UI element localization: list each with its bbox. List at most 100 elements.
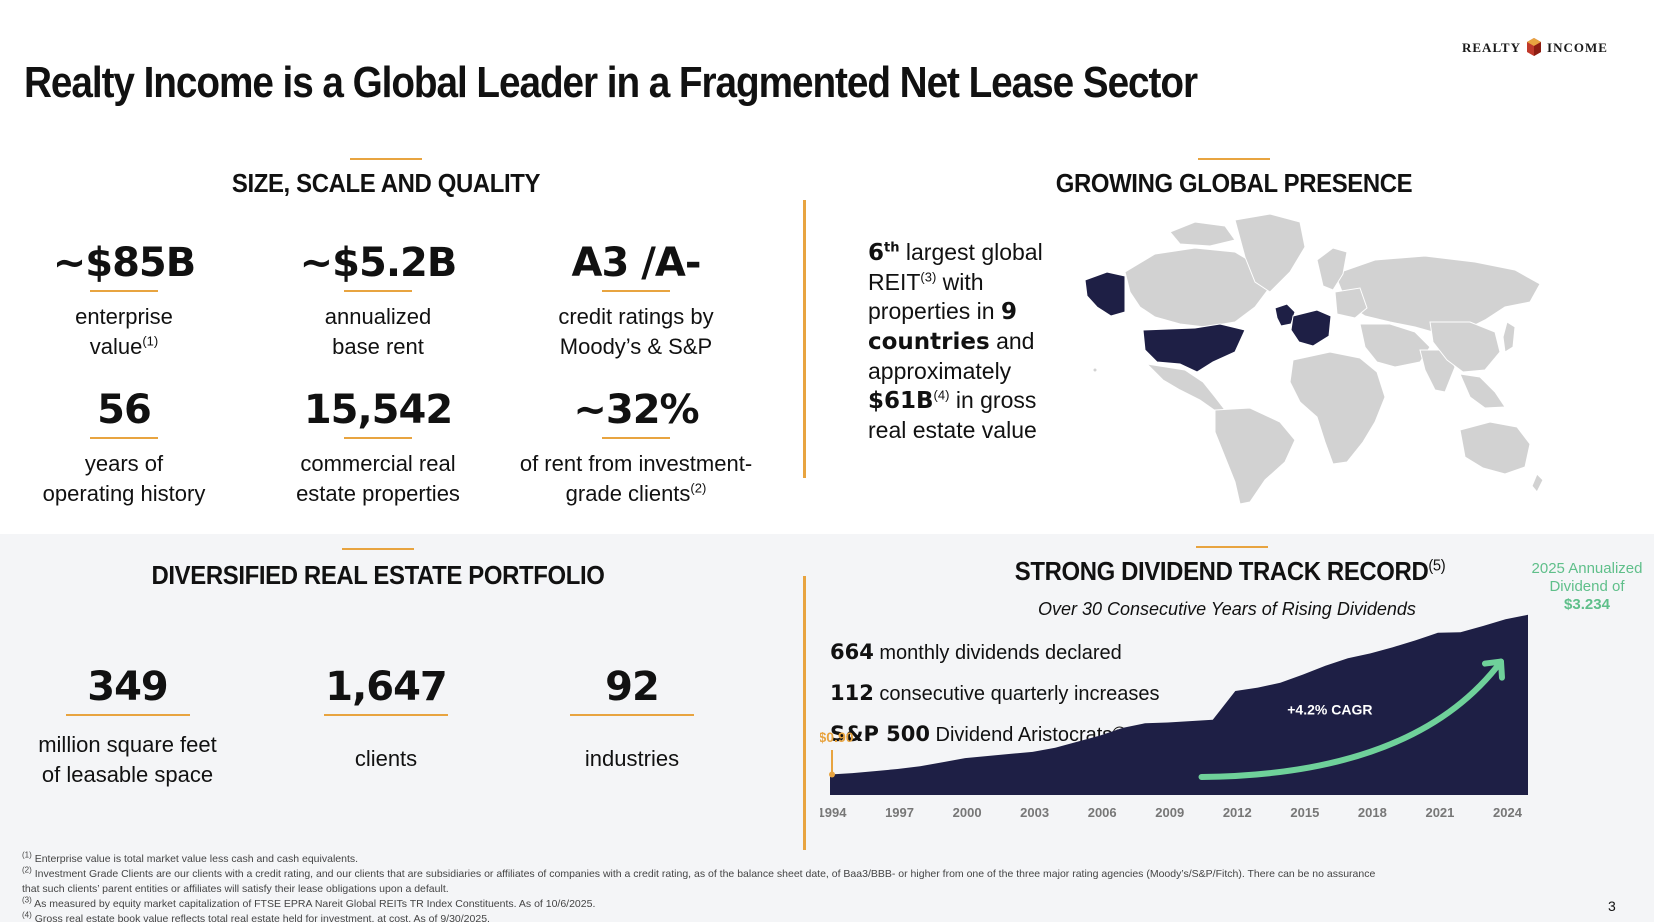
stat-rule (570, 714, 694, 716)
map-mexico (1145, 363, 1226, 413)
x-tick-label: 2006 (1088, 805, 1117, 820)
stat-credit-ratings: A3 /A- credit ratings by Moody’s & S&P (516, 240, 756, 362)
map-middle-east (1359, 323, 1431, 368)
x-tick-label: 2012 (1223, 805, 1252, 820)
stat-desc: clients (354, 746, 418, 771)
map-china (1429, 321, 1501, 373)
x-tick-label: 2024 (1493, 805, 1523, 820)
x-tick-label: 2003 (1020, 805, 1049, 820)
map-japan (1502, 321, 1516, 353)
stat-base-rent: ~$5.2B annualized base rent (268, 240, 488, 362)
stat-industries: 92 industries (522, 664, 742, 774)
stat-value: ~$5.2B (299, 240, 458, 286)
stat-rule (324, 714, 448, 716)
stat-rule (602, 290, 670, 292)
stat-value: ~32% (573, 387, 699, 433)
stat-rule (65, 714, 190, 716)
stat-investment-grade: ~32% of rent from investment- grade clie… (500, 387, 772, 509)
stat-desc: years of operating history (42, 451, 206, 506)
stat-value: 1,647 (325, 664, 448, 710)
cagr-label: +4.2% CAGR (1287, 701, 1372, 717)
vertical-divider-bottom (803, 576, 806, 850)
map-western-europe (1290, 309, 1332, 347)
logo-cube-icon (1526, 38, 1541, 56)
map-africa (1289, 351, 1386, 465)
world-map (1085, 213, 1544, 505)
dividend-fact-quarterly: 112 consecutive quarterly increases (830, 681, 1160, 705)
stat-value: 56 (97, 387, 152, 433)
dividend-title-rule (1196, 546, 1268, 548)
stat-desc: million square feet of leasable space (38, 732, 217, 787)
footnote-4: (4) Gross real estate book value reflect… (22, 910, 490, 922)
stat-clients: 1,647 clients (276, 664, 496, 774)
portfolio-section-title: DIVERSIFIED REAL ESTATE PORTFOLIO (151, 560, 605, 590)
dividend-area-series (830, 614, 1528, 795)
stat-desc: of rent from investment- grade clients(2… (519, 451, 753, 506)
stat-value: 349 (87, 664, 169, 710)
size-title-rule (350, 158, 422, 160)
stat-enterprise-value: ~$85B enterprise value(1) (24, 240, 224, 362)
footnote-2-cont: that such clients’ parent entities or af… (22, 883, 449, 895)
stat-rule (90, 437, 158, 439)
presence-title-rule (1198, 158, 1270, 160)
x-tick-label: 2021 (1425, 805, 1454, 820)
footnote-3: (3) As measured by equity market capital… (22, 895, 596, 910)
realty-income-logo: REALTY INCOME (1462, 38, 1608, 56)
stat-value: 15,542 (303, 387, 453, 433)
map-australia (1459, 421, 1531, 475)
stat-operating-history: 56 years of operating history (24, 387, 224, 509)
map-canada (1124, 247, 1271, 328)
presence-description: 6th largest global REIT(3) with properti… (868, 239, 1043, 443)
stat-value: 92 (605, 664, 660, 710)
footnote-2: (2) Investment Grade Clients are our cli… (22, 865, 1376, 880)
stat-desc: industries (584, 746, 680, 771)
map-eastern-europe (1334, 287, 1368, 319)
page-title: Realty Income is a Global Leader in a Fr… (24, 58, 1198, 107)
stat-desc: enterprise value(1) (75, 304, 173, 359)
dividend-chart: 1994 1997 2000 2003 2006 2009 2012 2015 2018 2021… (820, 614, 1528, 820)
page-number: 3 (1608, 898, 1616, 914)
map-scandinavia (1316, 247, 1348, 291)
map-arctic-islands (1169, 221, 1236, 247)
map-southeast-asia (1459, 373, 1506, 409)
x-tick-label: 1994 (820, 805, 847, 820)
start-value-dot (829, 771, 835, 778)
x-tick-label: 2015 (1290, 805, 1319, 820)
stat-desc: commercial real estate properties (296, 451, 460, 506)
map-hawaii (1093, 368, 1097, 372)
size-section-title: SIZE, SCALE AND QUALITY (231, 168, 541, 198)
x-tick-label: 2018 (1358, 805, 1387, 820)
x-tick-label: 2009 (1155, 805, 1184, 820)
stat-square-feet: 349 million square feet of leasable spac… (20, 664, 235, 790)
footnotes: (1) Enterprise value is total market val… (22, 850, 1582, 922)
x-tick-label: 2000 (953, 805, 982, 820)
x-tick-label: 1997 (885, 805, 914, 820)
start-value-label: $0.90 (820, 729, 854, 745)
stat-desc: credit ratings by Moody’s & S&P (558, 304, 714, 359)
stat-rule (344, 290, 412, 292)
map-alaska (1085, 271, 1126, 317)
stat-value: ~$85B (52, 240, 197, 286)
map-south-america (1214, 407, 1296, 505)
portfolio-title-rule (342, 548, 414, 550)
map-new-zealand (1531, 473, 1544, 493)
dividend-fact-monthly: 664 monthly dividends declared (830, 640, 1122, 664)
presence-section-title: GROWING GLOBAL PRESENCE (1055, 168, 1413, 198)
stat-value: A3 /A- (571, 240, 702, 286)
stat-properties: 15,542 commercial real estate properties (268, 387, 488, 509)
map-usa (1142, 323, 1246, 373)
dividend-section-title: STRONG DIVIDEND TRACK RECORD(5) (1014, 556, 1446, 586)
stat-rule (344, 437, 412, 439)
stat-desc: annualized base rent (324, 304, 432, 359)
map-russia (1334, 255, 1541, 335)
cagr-arrowhead (1481, 658, 1505, 681)
footnote-1: (1) Enterprise value is total market val… (22, 850, 359, 865)
dividend-subtitle: Over 30 Consecutive Years of Rising Divi… (1038, 599, 1416, 619)
stat-rule (602, 437, 670, 439)
stat-rule (90, 290, 158, 292)
vertical-divider-top (803, 200, 806, 478)
cagr-arrow (1198, 658, 1504, 780)
dividend-annotation: 2025 Annualized Dividend of $3.234 (1531, 560, 1643, 613)
map-greenland (1234, 213, 1306, 293)
map-uk-ireland (1274, 303, 1296, 327)
